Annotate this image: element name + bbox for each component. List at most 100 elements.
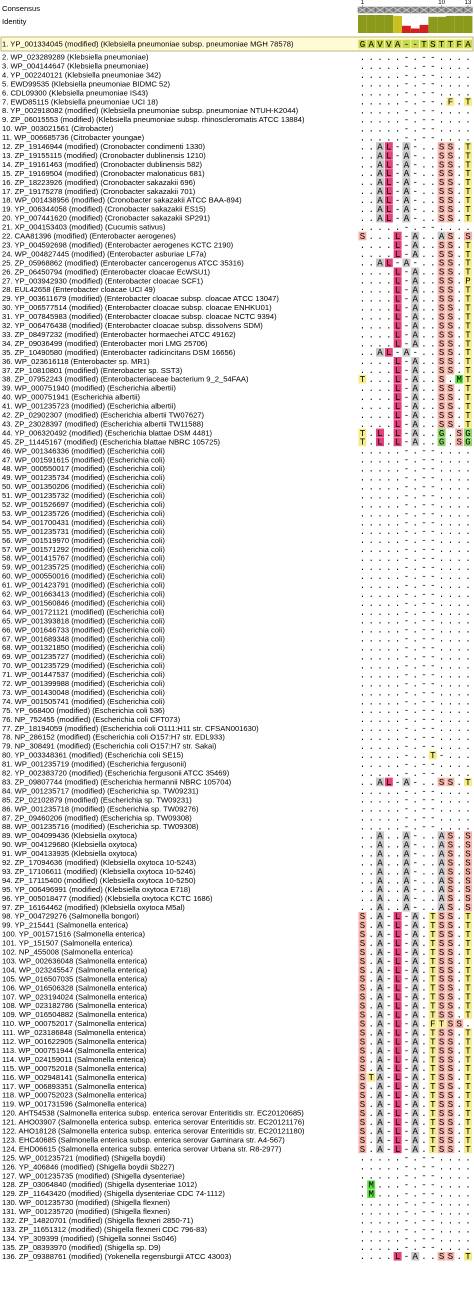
residue-highlight [464, 267, 472, 277]
residue-highlight [464, 983, 472, 993]
residue-highlight [411, 267, 420, 277]
alignment-residues: ..A..A-..AS.S [360, 849, 474, 859]
residue-highlight [446, 365, 455, 375]
sequence-label: 44. YP_006320492 (modified) (Escherichia… [2, 428, 213, 437]
alignment-residues: .....-.--.... [360, 679, 474, 689]
sequence-label: 115. WP_000752018 (Salmonella enterica) [2, 1064, 147, 1073]
sequence-label: 5. EWD99535 (Klebsiella pneumoniae BIDMC… [2, 79, 170, 88]
column-number: 13 [465, 0, 472, 6]
alignment-residues: .....-.--.... [360, 1225, 474, 1235]
residue-highlight [358, 231, 367, 241]
sequence-label: 27. YP_003942930 (modified) (Enterobacte… [2, 276, 204, 285]
residue-highlight [393, 1090, 402, 1100]
alignment-residues: ....L-A..SS.T [360, 366, 474, 376]
alignment-residues: S.A-L-A.TSS.T [360, 930, 474, 940]
residue-highlight [358, 428, 367, 438]
consensus-hatch [454, 6, 464, 14]
alignment-residues: S.A-L-A.TSS.T [360, 984, 474, 994]
residue-highlight [464, 1117, 472, 1127]
alignment-residues: ....L-A..SS.T [360, 286, 474, 296]
residue-highlight [464, 151, 472, 160]
residue-highlight [464, 437, 472, 447]
residue-highlight [376, 186, 384, 196]
residue-highlight [437, 169, 446, 178]
sequence-label: 74. WP_001505741 (modified) (Escherichia… [2, 697, 165, 706]
residue-highlight [437, 249, 446, 259]
alignment-residues: T.L.L-A..G.SG [360, 438, 474, 448]
residue-highlight [464, 1090, 472, 1100]
residue-highlight [411, 339, 420, 348]
residue-highlight [464, 1046, 472, 1055]
residue-highlight [446, 911, 455, 921]
alignment-residues: .....-.--.... [360, 62, 474, 72]
residue-highlight [393, 276, 402, 286]
residue-highlight [446, 303, 455, 312]
alignment-residues: S.A-L-A.TSS.T [360, 1046, 474, 1056]
sequence-label: 8. YP_002918082 (modified) (Klebsiella p… [2, 106, 299, 115]
residue-highlight [393, 1081, 402, 1091]
residue-highlight [376, 142, 384, 151]
alignment-residues: .....-.--.... [360, 456, 474, 466]
residue-highlight [446, 97, 455, 107]
sequence-label: 70. WP_001235729 (modified) (Escherichia… [2, 661, 165, 670]
residue-highlight [384, 39, 393, 49]
residue-highlight [428, 1144, 437, 1154]
alignment-residues: ..A..A-..AS.S [360, 885, 474, 895]
residue-highlight [376, 974, 384, 984]
alignment-residues: .....-.--.... [360, 814, 474, 824]
residue-highlight [437, 419, 446, 429]
residue-highlight [358, 437, 367, 447]
residue-highlight [446, 1019, 455, 1028]
residue-highlight [464, 383, 472, 393]
alignment-residues: .....-.--.... [360, 107, 474, 117]
residue-highlight [376, 151, 384, 160]
alignment-residues: S.A-L-A.TSS.T [360, 975, 474, 985]
residue-highlight [437, 777, 446, 787]
residue-highlight [446, 1144, 455, 1154]
residue-highlight [358, 947, 367, 957]
residue-highlight [358, 1126, 367, 1136]
residue-highlight [428, 983, 437, 993]
sequence-label: 14. ZP_19161463 (modified) (Cronobacter … [2, 160, 203, 169]
residue-highlight [428, 1064, 437, 1073]
residue-highlight [358, 956, 367, 966]
sequence-label: 84. WP_001235717 (modified) (Escherichia… [2, 786, 199, 795]
residue-highlight [464, 1252, 472, 1261]
sequence-label: 122. AHO18128 (Salmonella enterica subsp… [2, 1127, 305, 1136]
sequence-label: 37. ZP_10810801 (modified) (Enterobacter… [2, 366, 183, 375]
sequence-label: 113. WP_000751944 (Salmonella enterica) [2, 1046, 147, 1055]
residue-highlight [358, 1081, 367, 1091]
sequence-label: 7. EWD85115 (Klebsiella pneumoniae UCI 1… [2, 97, 159, 106]
sequence-label: 86. WP_001235718 (modified) (Escherichia… [2, 804, 199, 813]
residue-highlight [455, 437, 464, 447]
residue-highlight [437, 1001, 446, 1010]
sequence-label: 69. WP_001235727 (modified) (Escherichia… [2, 652, 165, 661]
residue-highlight [384, 186, 393, 196]
alignment-residues: .....-.--.... [360, 581, 474, 591]
sequence-label: 101. YP_151507 (Salmonella enterica) [2, 939, 133, 948]
residue-highlight [411, 956, 420, 966]
sequence-label: 83. ZP_09807744 (modified) (Escherichia … [2, 777, 232, 786]
sequence-label: 123. EHC40685 (Salmonella enterica subsp… [2, 1135, 285, 1144]
residue-highlight [376, 929, 384, 939]
residue-highlight [446, 240, 455, 250]
alignment-residues: S.A-L-A.TSS.T [360, 948, 474, 958]
sequence-label: 98. YP_004729276 (Salmonella bongori) [2, 912, 140, 921]
residue-highlight [428, 1046, 437, 1055]
residue-highlight [437, 974, 446, 984]
residue-highlight [411, 1144, 420, 1154]
sequence-label: 65. WP_001393818 (modified) (Escherichia… [2, 616, 165, 625]
residue-highlight [393, 911, 402, 921]
residue-highlight [446, 1064, 455, 1073]
residue-highlight [376, 849, 384, 858]
alignment-residues: ..AL-A-..SS.T [360, 169, 474, 179]
consensus-hatch [401, 6, 411, 14]
residue-highlight [446, 849, 455, 858]
identity-bar [375, 15, 385, 33]
residue-highlight [446, 965, 455, 975]
residue-highlight [393, 947, 402, 957]
sequence-label: 59. WP_001235725 (modified) (Escherichia… [2, 563, 165, 572]
residue-highlight [464, 285, 472, 294]
residue-highlight [464, 1099, 472, 1109]
residue-highlight [428, 1135, 437, 1145]
